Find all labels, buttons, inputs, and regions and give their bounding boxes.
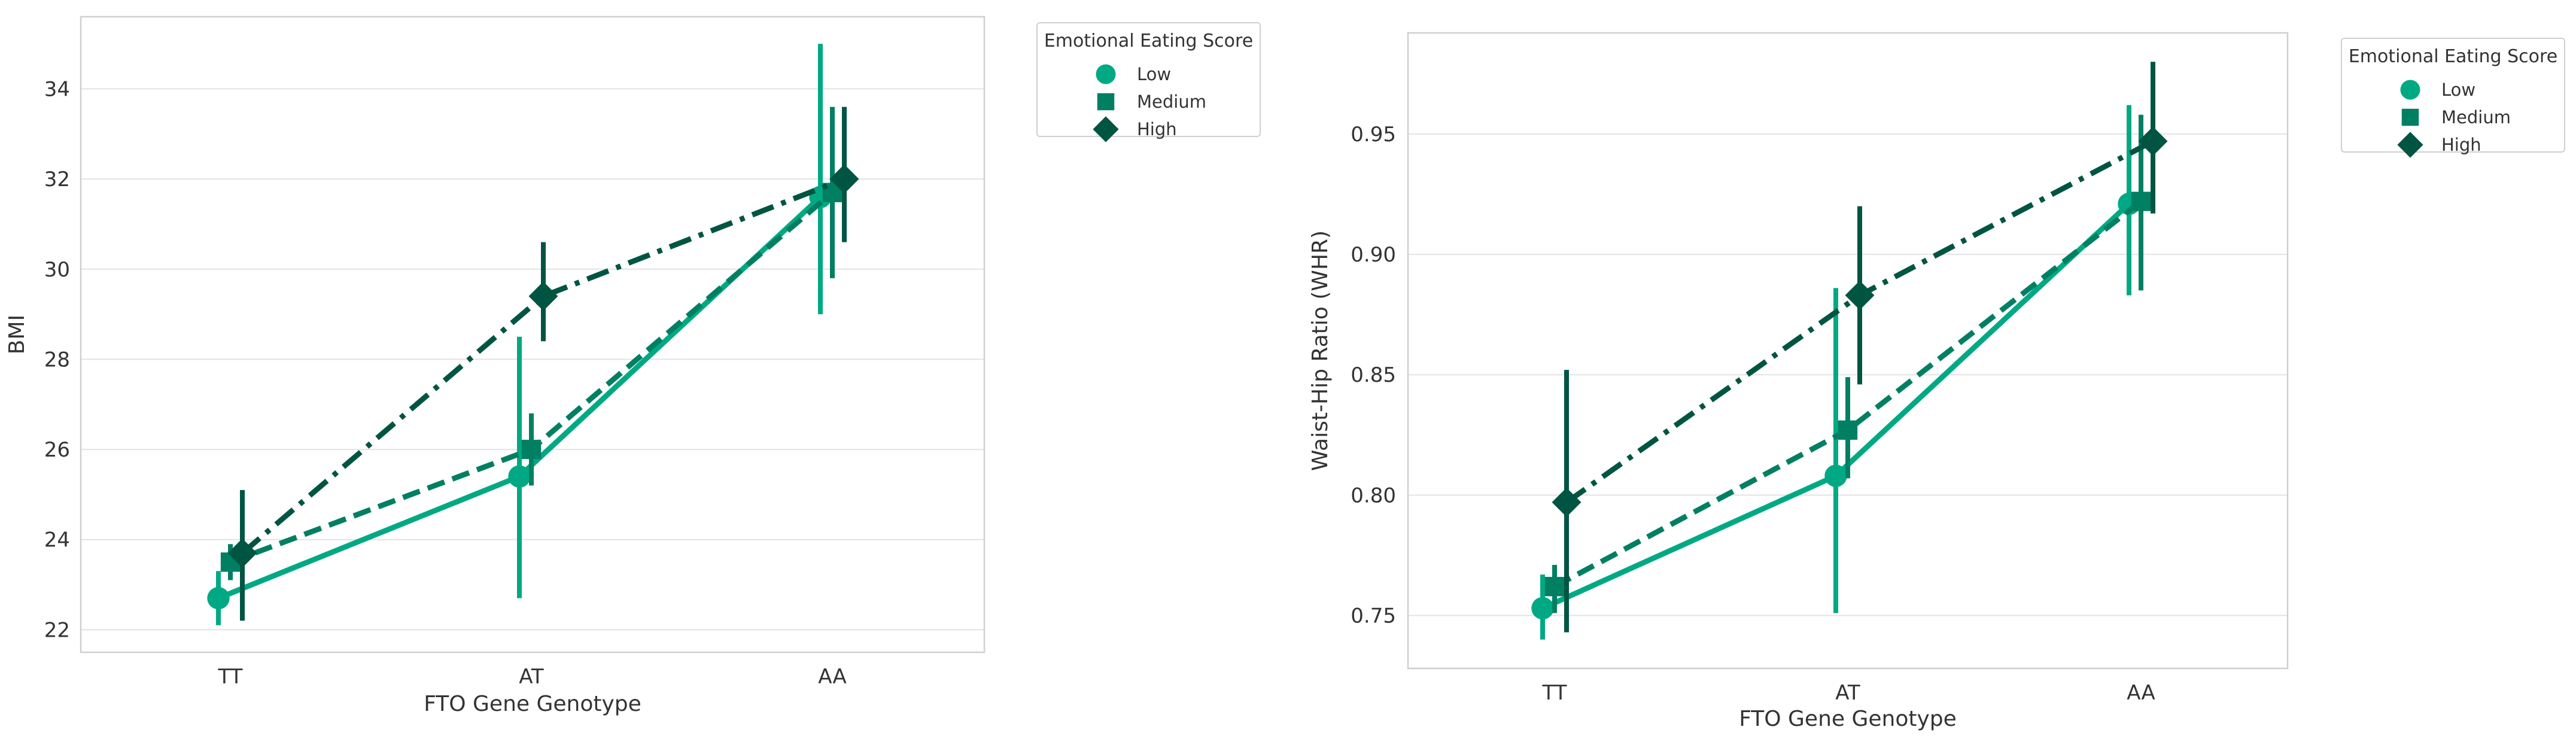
data-point-high xyxy=(1845,280,1875,310)
whr-chart-panel: 0.75 0.80 0.85 0.90 0.95 TT AT AA FTO Gene Genot… xyxy=(1308,32,2289,731)
y-axis-label: Waist-Hip Ratio (WHR) xyxy=(1308,230,1333,471)
y-tick-label: 22 xyxy=(44,618,70,642)
legend-marker-low xyxy=(2400,80,2420,100)
data-point-high xyxy=(1552,487,1582,517)
legend-marker-medium xyxy=(2401,108,2419,126)
data-point-medium xyxy=(1838,420,1858,440)
data-point-high xyxy=(829,164,859,194)
legend-label-high: High xyxy=(2441,135,2481,155)
y-tick-label: 0.75 xyxy=(1351,604,1396,628)
x-tick-label: TT xyxy=(1542,681,1567,705)
y-axis-label: BMI xyxy=(5,315,29,354)
x-tick-label: AT xyxy=(1835,681,1860,705)
y-tick-label: 26 xyxy=(44,438,70,462)
plot-frame xyxy=(80,16,986,653)
x-axis-label: FTO Gene Genotype xyxy=(424,692,641,716)
data-point-high xyxy=(2138,126,2168,156)
data-point-medium xyxy=(521,439,542,460)
legend-label-high: High xyxy=(1137,119,1177,139)
legend-label-low: Low xyxy=(1137,64,1171,84)
legend-marker-medium xyxy=(1097,93,1115,111)
series-low xyxy=(1531,105,2140,640)
bmi-legend: Emotional Eating Score Low Medium High xyxy=(1036,22,1261,142)
whr-legend: Emotional Eating Score Low Medium High xyxy=(2341,38,2565,158)
series-medium xyxy=(220,107,843,580)
data-point-low xyxy=(207,586,230,610)
y-tick-label: 32 xyxy=(44,168,70,191)
data-point-medium xyxy=(1544,577,1565,597)
y-tick-label: 24 xyxy=(44,528,70,552)
x-tick-label: AA xyxy=(2127,681,2155,705)
x-tick-label: AT xyxy=(519,665,544,689)
data-point-low xyxy=(1531,597,1554,620)
data-point-low xyxy=(1824,464,1847,487)
data-point-low xyxy=(508,465,531,488)
y-tick-label: 0.85 xyxy=(1351,363,1396,387)
series-line-medium xyxy=(229,190,834,565)
series-low xyxy=(207,44,832,625)
x-axis-label: FTO Gene Genotype xyxy=(1739,707,1957,731)
y-tick-label: 30 xyxy=(44,258,70,282)
legend-box xyxy=(1036,22,1261,137)
y-tick-label: 34 xyxy=(44,78,70,102)
legend-title: Emotional Eating Score xyxy=(2349,46,2557,67)
legend-box xyxy=(2341,38,2565,153)
y-tick-label: 0.90 xyxy=(1351,243,1396,267)
x-tick-label: TT xyxy=(218,665,243,689)
y-tick-label: 0.80 xyxy=(1351,484,1396,507)
data-point-high xyxy=(227,538,257,568)
legend-title: Emotional Eating Score xyxy=(1044,31,1253,51)
series-high xyxy=(227,107,859,621)
legend-marker-low xyxy=(1096,64,1116,84)
series-medium xyxy=(1544,114,2151,613)
legend-label-medium: Medium xyxy=(1137,92,1206,112)
plot-frame xyxy=(1407,32,2289,670)
x-tick-label: AA xyxy=(818,665,846,689)
legend-marker-high xyxy=(2397,132,2423,158)
legend-label-medium: Medium xyxy=(2441,107,2511,127)
y-tick-label: 28 xyxy=(44,348,70,372)
legend-label-low: Low xyxy=(2441,80,2475,100)
bmi-chart-panel: 22 24 26 28 30 32 34 TT AT AA FTO Gene Genotype BMI xyxy=(5,16,986,716)
series-high xyxy=(1552,62,2168,633)
data-point-medium xyxy=(2131,191,2151,211)
y-tick-label: 0.95 xyxy=(1351,123,1396,147)
legend-marker-high xyxy=(1093,116,1119,142)
data-point-high xyxy=(528,281,558,311)
series-line-high xyxy=(241,176,846,555)
